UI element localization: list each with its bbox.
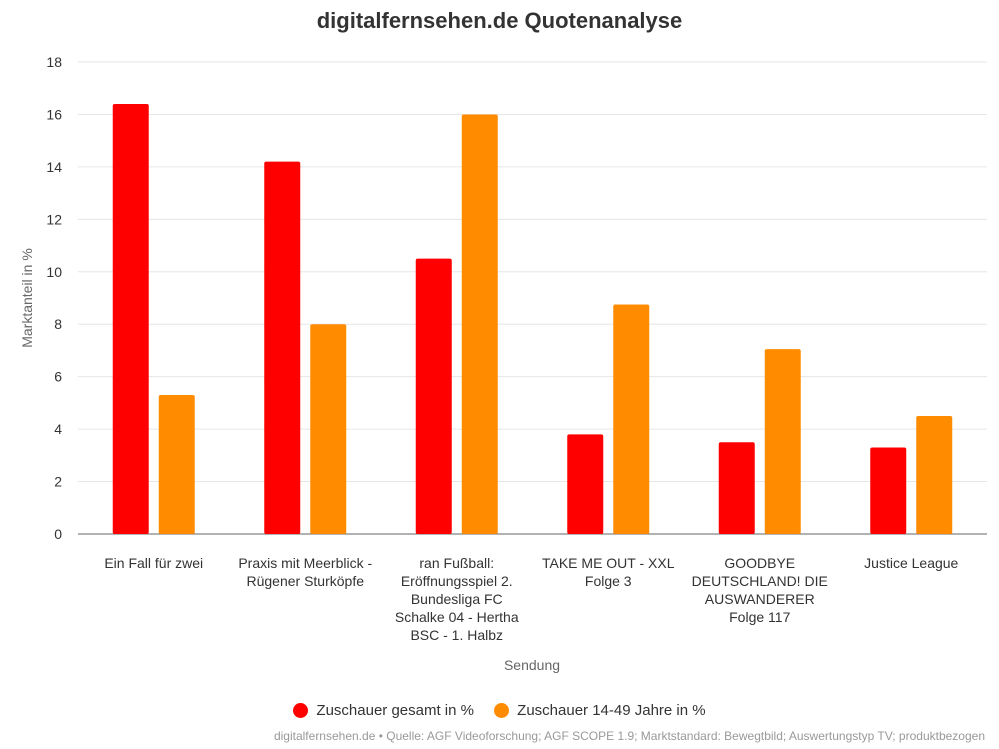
bar-zuschauer-14-49[interactable] bbox=[613, 304, 650, 534]
y-tick-label: 6 bbox=[54, 369, 62, 385]
x-axis-labels: Ein Fall für zwei Praxis mit Meerblick -R… bbox=[104, 555, 958, 643]
legend-item-total[interactable]: Zuschauer gesamt in % bbox=[293, 702, 474, 719]
chart-title: digitalfernsehen.de Quotenanalyse bbox=[316, 8, 683, 33]
y-tick-label: 2 bbox=[54, 474, 62, 490]
y-axis-ticks: 0 2 4 6 8 10 12 14 16 18 bbox=[46, 54, 62, 542]
legend-marker-14-49 bbox=[494, 703, 510, 718]
x-category-label: Ein Fall für zwei bbox=[104, 555, 203, 571]
y-tick-label: 12 bbox=[46, 211, 62, 227]
bar-chart: 0 2 4 6 8 10 12 14 16 18 Ein Fall für zwei Praxis … bbox=[19, 54, 987, 673]
source-credit: digitalfernsehen.de • Quelle: AGF Videof… bbox=[273, 729, 985, 743]
y-tick-label: 0 bbox=[54, 526, 62, 542]
legend-marker-total bbox=[293, 703, 309, 718]
bar-zuschauer-14-49[interactable] bbox=[158, 395, 195, 534]
bar-zuschauer-14-49[interactable] bbox=[764, 349, 801, 534]
bar-zuschauer-14-49[interactable] bbox=[916, 416, 953, 534]
x-category-label: ran Fußball: Eröffnungsspiel 2. Bundesliga… bbox=[395, 555, 519, 643]
bar-zuschauer-gesamt[interactable] bbox=[415, 258, 452, 534]
x-category-label: TAKE ME OUT - XXL Folge 3 bbox=[542, 555, 675, 589]
legend-label-total: Zuschauer gesamt in % bbox=[316, 702, 474, 719]
bar-zuschauer-gesamt[interactable] bbox=[112, 103, 149, 534]
bar-zuschauer-gesamt[interactable] bbox=[870, 447, 907, 534]
y-tick-label: 8 bbox=[54, 316, 62, 332]
legend-label-14-49: Zuschauer 14-49 Jahre in % bbox=[517, 702, 706, 719]
y-tick-label: 14 bbox=[46, 159, 62, 175]
y-tick-label: 16 bbox=[46, 106, 62, 122]
x-category-label: Praxis mit Meerblick -Rügener Sturköpfe bbox=[238, 555, 372, 589]
y-tick-label: 18 bbox=[46, 54, 62, 70]
y-tick-label: 4 bbox=[54, 421, 62, 437]
bar-zuschauer-14-49[interactable] bbox=[461, 114, 498, 534]
bar-zuschauer-gesamt[interactable] bbox=[567, 434, 604, 534]
bar-zuschauer-gesamt[interactable] bbox=[718, 442, 755, 534]
y-tick-label: 10 bbox=[46, 264, 62, 280]
bars bbox=[112, 103, 953, 534]
gridlines bbox=[78, 61, 987, 535]
bar-zuschauer-gesamt[interactable] bbox=[264, 161, 301, 534]
x-category-label: Justice League bbox=[864, 555, 958, 571]
y-axis-title: Marktanteil in % bbox=[19, 248, 35, 348]
bar-zuschauer-14-49[interactable] bbox=[310, 324, 347, 534]
legend-item-14-49[interactable]: Zuschauer 14-49 Jahre in % bbox=[494, 702, 706, 719]
legend: Zuschauer gesamt in % Zuschauer 14-49 Ja… bbox=[0, 702, 999, 722]
x-category-label: GOODBYE DEUTSCHLAND! DIE AUSWANDERER Folge … bbox=[692, 555, 828, 625]
x-axis-title: Sendung bbox=[504, 657, 560, 673]
